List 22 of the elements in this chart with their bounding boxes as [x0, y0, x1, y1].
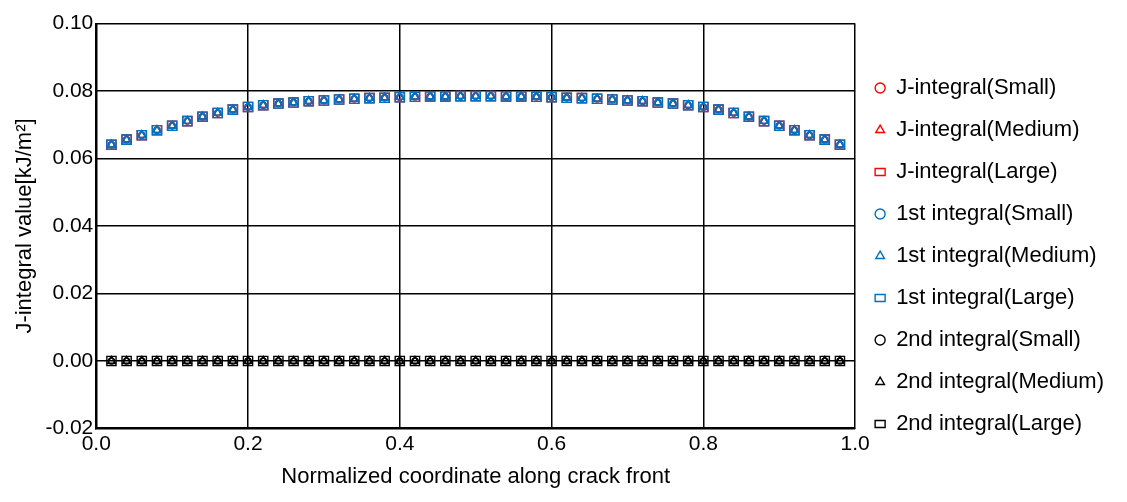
legend-label: 2nd integral(Small) [896, 326, 1081, 352]
x-tick-label: 0.4 [385, 430, 415, 454]
y-tick-label: 0.00 [52, 347, 94, 371]
legend-label: 1st integral(Small) [896, 200, 1074, 226]
x-axis-title: Normalized coordinate along crack front [281, 462, 671, 488]
y-tick-label: 0.02 [52, 280, 94, 304]
y-tick-label: 0.06 [52, 145, 94, 169]
x-tick-label: 0.2 [233, 430, 263, 454]
y-axis-title: J-integral value[kJ/m²] [11, 118, 37, 334]
legend-label: 2nd integral(Large) [896, 410, 1083, 436]
legend-label: J-integral(Medium) [896, 116, 1080, 142]
legend-label: 1st integral(Medium) [896, 242, 1097, 268]
legend-label: 2nd integral(Medium) [896, 368, 1104, 394]
y-tick-label: 0.08 [52, 77, 94, 101]
x-tick-label: 0.8 [688, 430, 718, 454]
legend-label: J-integral(Small) [896, 74, 1057, 100]
x-tick-label: 0.6 [536, 430, 567, 454]
y-tick-label: 0.04 [52, 212, 94, 236]
legend-label: 1st integral(Large) [896, 284, 1075, 310]
legend-label: J-integral(Large) [896, 158, 1058, 184]
y-tick-label: 0.10 [52, 10, 94, 34]
x-tick-label: 1.0 [840, 430, 870, 454]
